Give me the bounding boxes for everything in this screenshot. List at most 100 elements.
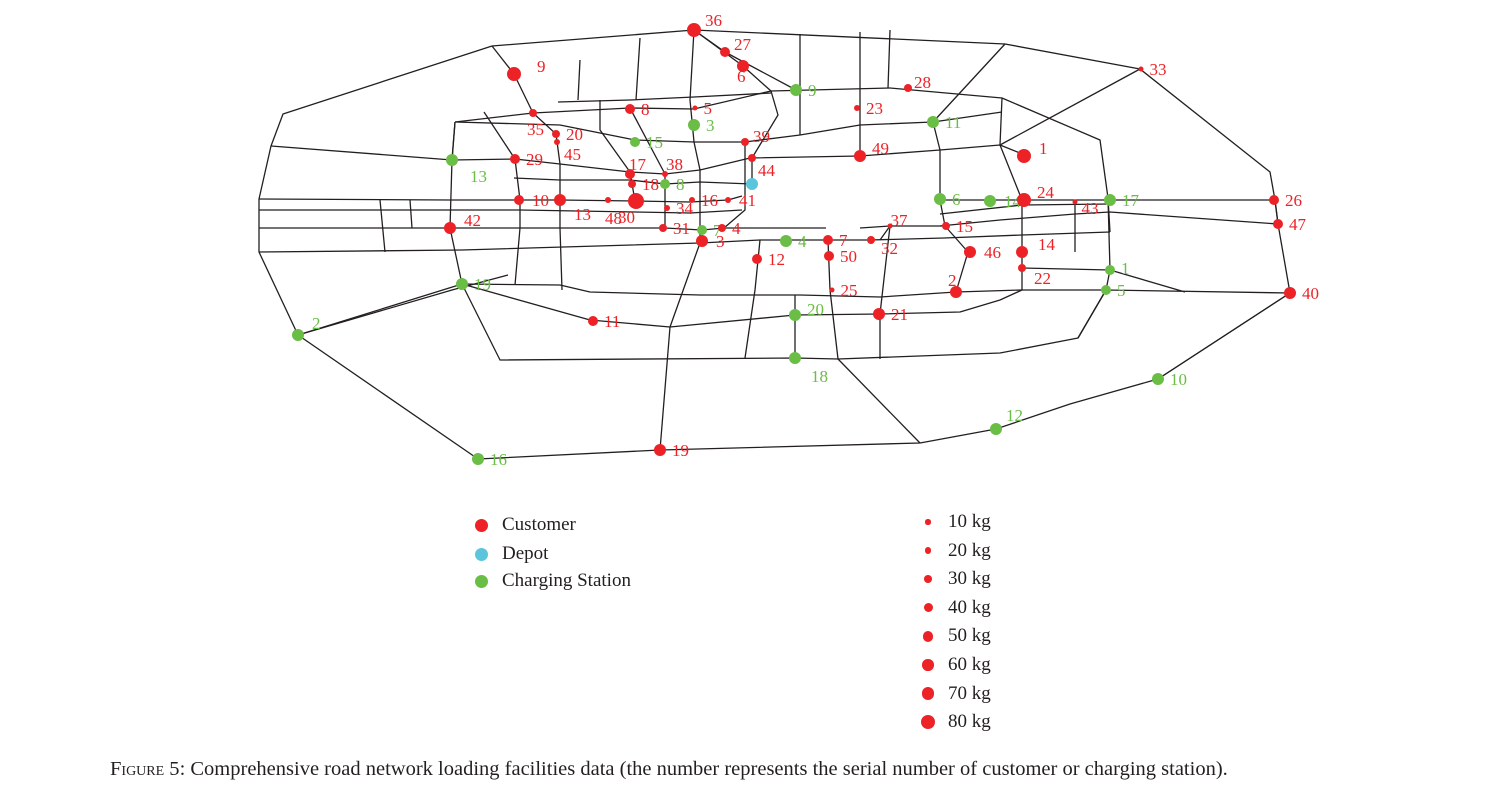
customer-label-49: 49 (872, 139, 889, 158)
customer-label-24: 24 (1037, 183, 1055, 202)
customer-label-29: 29 (526, 150, 543, 169)
charging-station-node-5 (1101, 285, 1111, 295)
size-legend-label: 80 kg (948, 711, 991, 733)
customer-label-26: 26 (1285, 191, 1302, 210)
customer-node-4 (718, 224, 726, 232)
size-legend-label: 30 kg (948, 568, 991, 590)
charging-station-node-4 (780, 235, 792, 247)
customer-label-38: 38 (666, 155, 683, 174)
customer-label-48: 48 (605, 209, 622, 228)
legend-customer-label: Customer (502, 514, 576, 535)
customer-label-15: 15 (956, 217, 973, 236)
charging-station-node-9 (790, 84, 802, 96)
customer-node-36 (687, 23, 701, 37)
customer-label-35: 35 (527, 120, 544, 139)
customer-label-1: 1 (1039, 139, 1048, 158)
size-legend-label: 20 kg (948, 539, 991, 561)
charging-station-node-19 (456, 278, 468, 290)
customer-node-24 (1017, 193, 1031, 207)
charging-station-label-14: 14 (1004, 192, 1022, 211)
caption-text: : Comprehensive road network loading fac… (179, 758, 1228, 780)
charging-station-node-16 (472, 453, 484, 465)
customer-node-26 (1269, 195, 1279, 205)
charging-station-marker-icon (475, 574, 488, 588)
customer-label-8: 8 (641, 100, 650, 119)
customer-node-32 (867, 236, 875, 244)
customer-node-19 (654, 444, 666, 456)
customer-label-19: 19 (672, 441, 689, 460)
customer-node-27 (720, 47, 730, 57)
size-legend-item: 60 kg (920, 652, 991, 678)
charging-station-label-18: 18 (811, 367, 828, 386)
size-marker-icon (924, 575, 932, 584)
customer-node-28 (904, 84, 912, 92)
legend-customer: Customer (475, 512, 576, 538)
size-marker-icon (922, 631, 934, 642)
customer-label-14: 14 (1038, 235, 1056, 254)
charging-station-node-7 (697, 225, 707, 235)
customer-label-44: 44 (758, 161, 776, 180)
customer-label-20: 20 (566, 125, 583, 144)
customer-node-13 (554, 194, 566, 206)
customer-node-29 (510, 154, 520, 164)
customer-label-9: 9 (537, 57, 546, 76)
customer-label-5: 5 (704, 99, 713, 118)
customer-node-21 (873, 308, 885, 320)
customer-node-17 (625, 169, 635, 179)
customer-label-7: 7 (839, 231, 848, 250)
customer-node-34 (664, 205, 670, 211)
customer-node-48 (605, 197, 611, 203)
customer-node-50 (824, 251, 834, 261)
customer-node-12 (752, 254, 762, 264)
customer-label-42: 42 (464, 211, 481, 230)
customer-label-36: 36 (705, 11, 722, 30)
customer-node-7 (823, 235, 833, 245)
customer-label-3: 3 (716, 232, 725, 251)
size-legend-item: 80 kg (920, 709, 991, 735)
customer-label-30: 30 (618, 208, 635, 227)
customer-node-3 (696, 235, 708, 247)
size-legend-label: 60 kg (948, 654, 991, 675)
charging-station-label-3: 3 (706, 116, 715, 135)
charging-station-label-7: 7 (713, 221, 722, 240)
charging-station-node-3 (688, 119, 700, 131)
customer-node-15 (942, 222, 950, 230)
charging-station-node-14 (984, 195, 996, 207)
charging-station-label-9: 9 (808, 81, 817, 100)
legend-charging-station: Charging Station (475, 568, 631, 594)
customer-node-35 (529, 109, 537, 117)
size-legend-item: 50 kg (920, 623, 991, 649)
size-marker-icon (924, 547, 932, 554)
charging-station-node-10 (1152, 373, 1164, 385)
customer-node-45 (554, 139, 560, 145)
customer-node-37 (887, 223, 893, 229)
customer-label-39: 39 (753, 127, 770, 146)
customer-node-14 (1016, 246, 1028, 258)
charging-station-label-6: 6 (952, 190, 961, 209)
customer-label-4: 4 (732, 219, 741, 238)
customer-label-32: 32 (881, 239, 898, 258)
charging-station-node-18 (789, 352, 801, 364)
customer-label-41: 41 (739, 191, 756, 210)
charging-station-node-20 (789, 309, 801, 321)
customer-label-23: 23 (866, 99, 883, 118)
size-marker-icon (921, 715, 935, 730)
charging-station-label-11: 11 (945, 113, 961, 132)
customer-node-9 (507, 67, 521, 81)
customer-node-39 (741, 138, 749, 146)
customer-label-25: 25 (841, 281, 858, 300)
customer-label-11: 11 (604, 312, 620, 331)
customer-node-20 (552, 130, 560, 138)
customer-node-44 (748, 154, 756, 162)
charging-station-label-13: 13 (470, 167, 487, 186)
customer-node-49 (854, 150, 866, 162)
customer-label-45: 45 (564, 145, 581, 164)
customer-label-18: 18 (642, 175, 659, 194)
customer-node-25 (829, 287, 835, 293)
customer-node-23 (854, 105, 860, 111)
customer-label-43: 43 (1082, 199, 1099, 218)
size-legend-item: 20 kg (920, 538, 991, 564)
figure-caption: Figure 5: Comprehensive road network loa… (110, 758, 1228, 781)
charging-station-node-11 (927, 116, 939, 128)
